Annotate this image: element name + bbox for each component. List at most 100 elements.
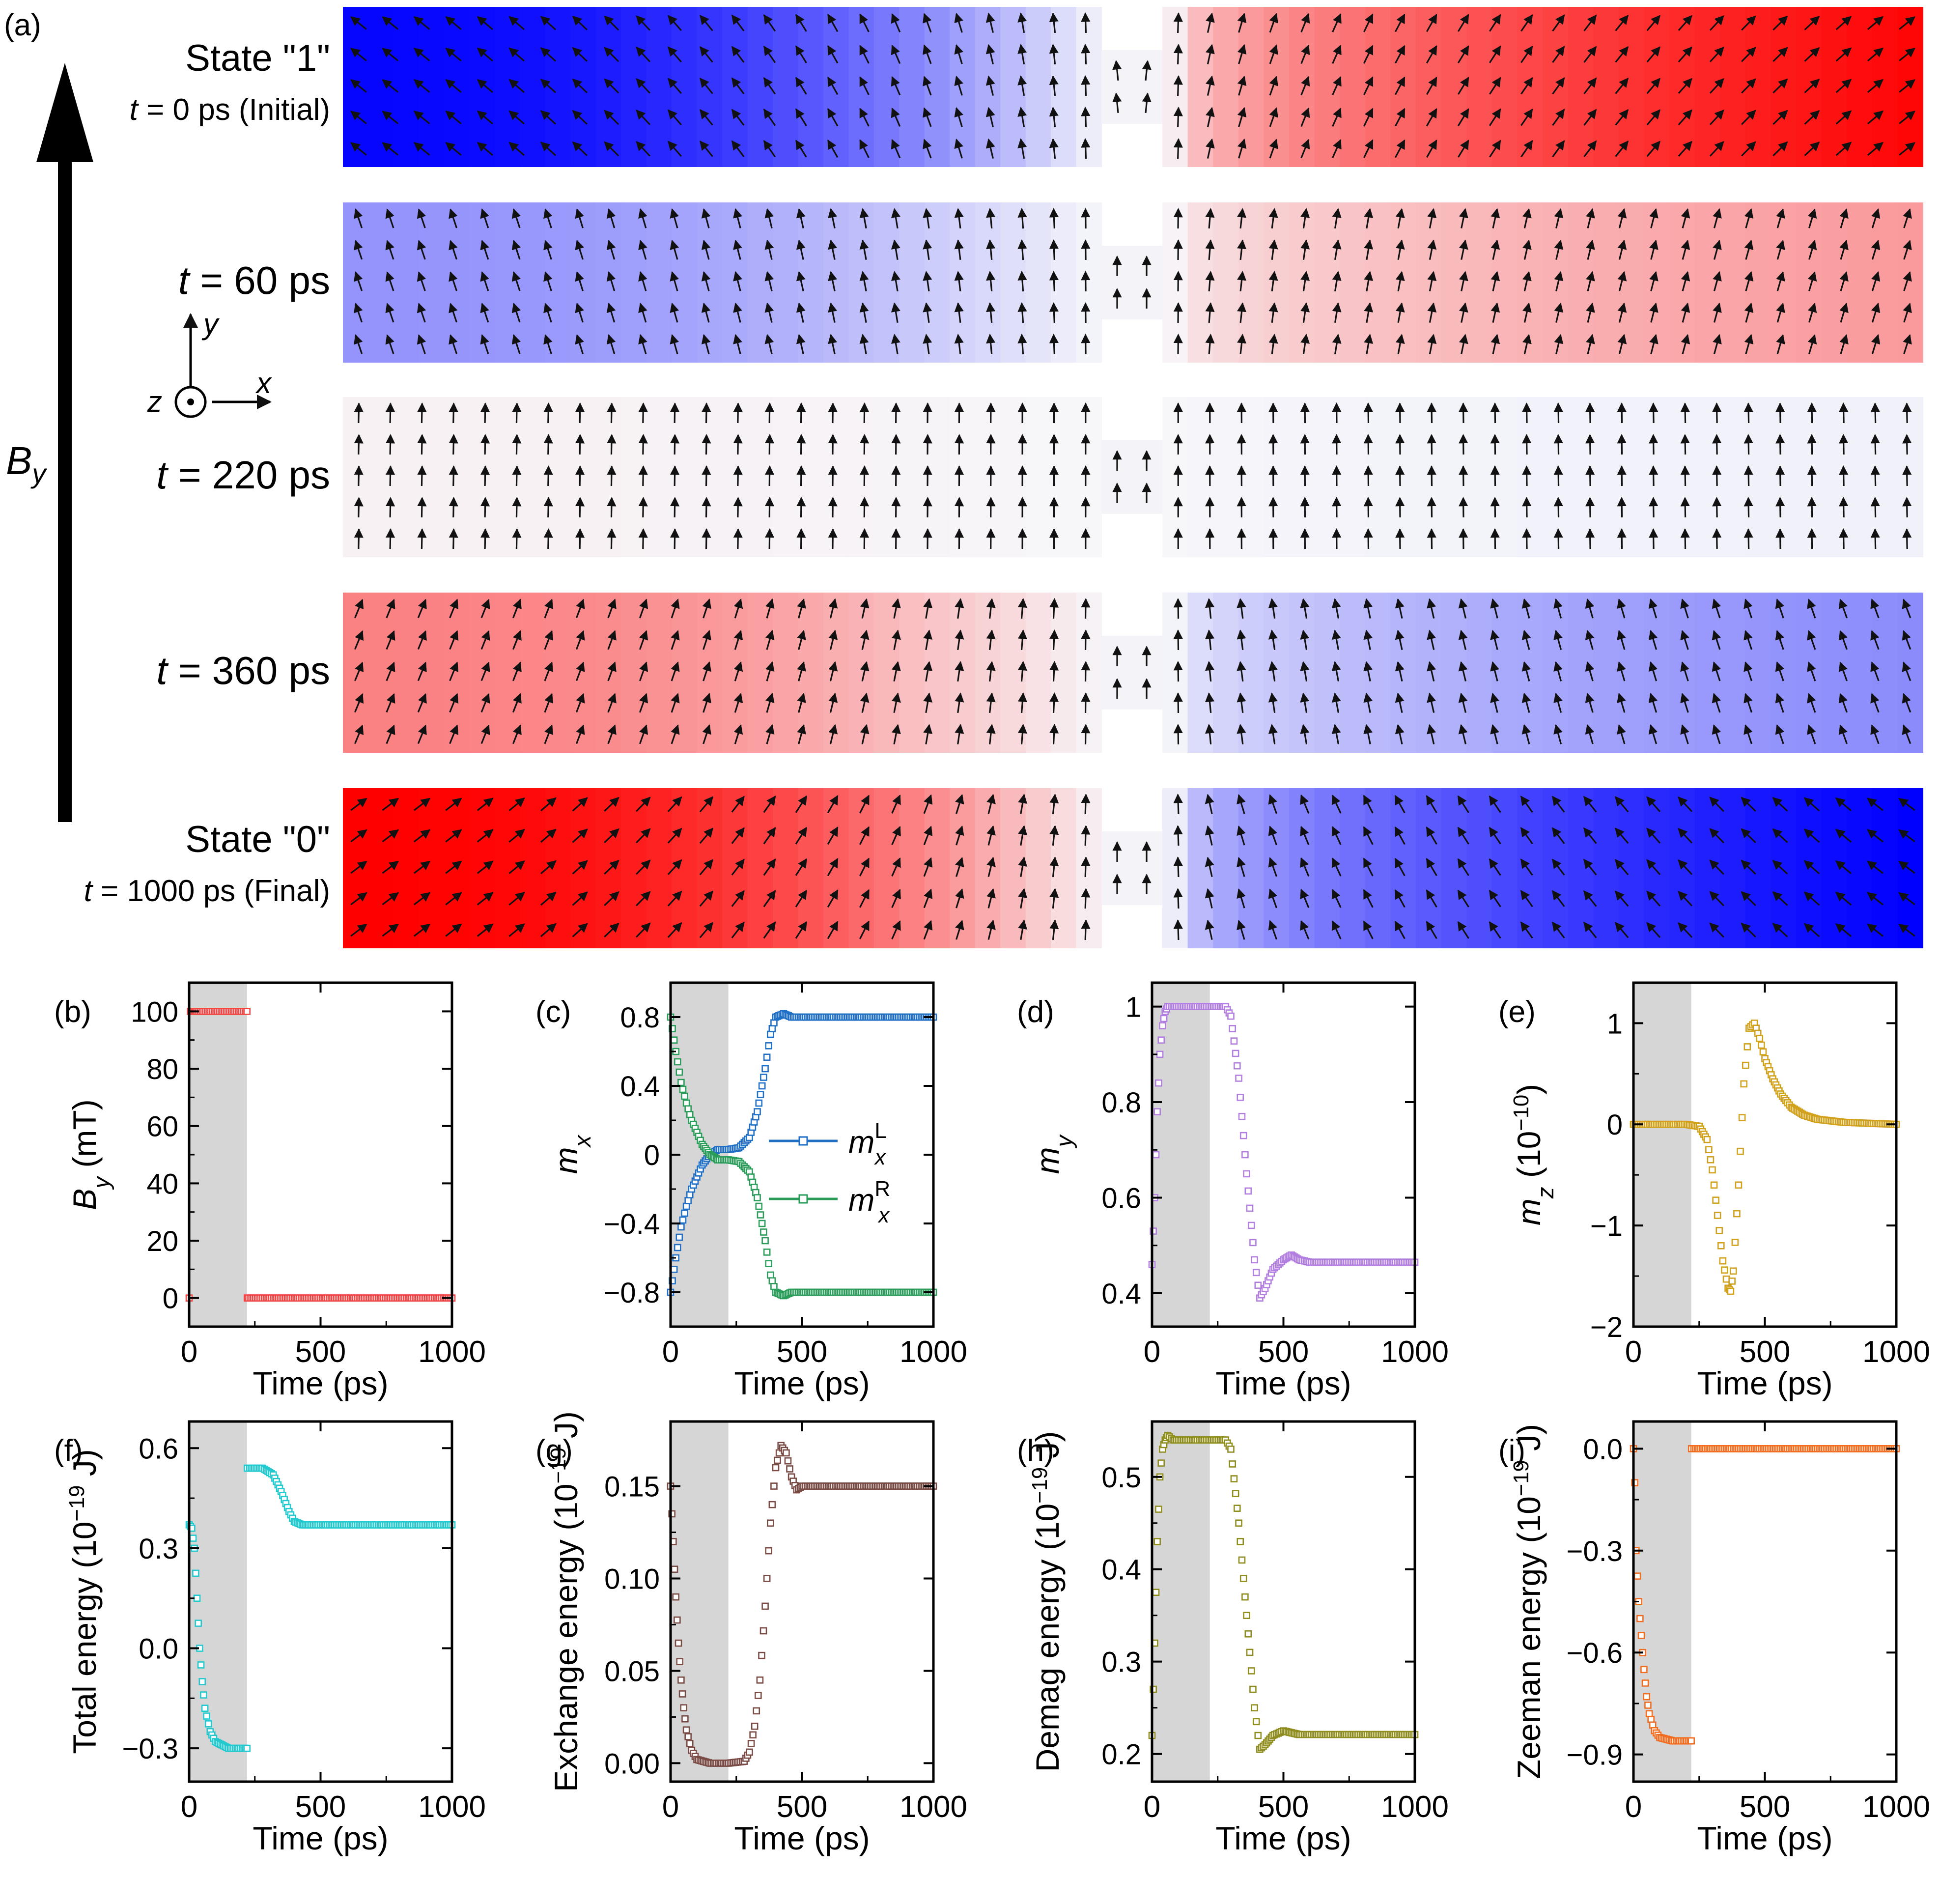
moment-arrow [445, 829, 462, 843]
moment-arrow [955, 692, 964, 713]
stripe-cell-right [1162, 202, 1188, 363]
moment-arrow [1776, 302, 1785, 323]
moment-arrow [1459, 208, 1468, 228]
moment-arrow [1395, 692, 1405, 713]
moment-arrow [511, 208, 521, 228]
moment-arrow [1520, 14, 1533, 32]
moment-arrow [413, 48, 430, 61]
data-point [1717, 1242, 1725, 1250]
stripe-cell-right [1517, 788, 1543, 948]
moment-arrow [606, 208, 616, 228]
moment-arrow [733, 334, 742, 354]
moment-arrow [701, 208, 711, 228]
moment-arrow [1552, 46, 1565, 63]
stripe-cell-left [672, 788, 698, 948]
stripe-cell-left [545, 788, 571, 948]
moment-arrow [638, 302, 647, 323]
moment-arrow [575, 724, 585, 744]
data-point [1238, 1112, 1246, 1120]
moment-arrow [1586, 334, 1595, 354]
data-point [761, 1602, 769, 1610]
moment-arrow [413, 79, 430, 93]
stripe-cell-right [1669, 788, 1695, 948]
panel-a: (a) By y x z State "1" t = 0 ps (Initial)… [4, 7, 1923, 948]
moment-arrow [508, 829, 525, 843]
stripe-cell-left [772, 7, 799, 167]
moment-arrow [1648, 693, 1658, 713]
data-point [770, 1482, 778, 1490]
moment-arrow [1363, 661, 1373, 682]
x-axis-label: Time (ps) [1697, 1820, 1832, 1856]
moment-arrow [540, 110, 557, 125]
moment-arrow [385, 528, 395, 549]
data-point [755, 1202, 763, 1210]
data-point [1637, 1632, 1645, 1639]
moment-arrow [1867, 79, 1884, 93]
moment-arrow [1268, 629, 1278, 651]
data-point [1234, 1062, 1241, 1070]
moment-arrow [543, 497, 553, 518]
moment-arrow [1017, 138, 1027, 159]
moment-arrow [1522, 402, 1532, 424]
moment-arrow [1709, 141, 1724, 157]
moment-arrow [1363, 692, 1373, 713]
moment-arrow [1364, 271, 1374, 291]
stripe-cell-left [823, 202, 849, 363]
data-point [757, 1211, 764, 1219]
stripe-cell-right [1720, 7, 1746, 167]
moment-arrow [385, 434, 395, 455]
moment-arrow [1744, 239, 1754, 260]
data-point [1647, 1715, 1655, 1723]
moment-arrow [1775, 693, 1784, 713]
moment-arrow [1522, 271, 1532, 291]
moment-arrow [1713, 334, 1722, 354]
moment-arrow [575, 630, 585, 650]
moment-arrow [512, 528, 522, 549]
moment-arrow [1173, 598, 1183, 619]
moment-arrow [1520, 77, 1533, 95]
moment-arrow [702, 693, 711, 713]
moment-arrow [1300, 76, 1310, 96]
moment-arrow [1712, 598, 1721, 619]
moment-arrow [1712, 630, 1721, 650]
moment-arrow [1903, 240, 1912, 260]
moment-arrow [1583, 14, 1597, 31]
x-axis-label: Time (ps) [253, 1820, 388, 1856]
moment-arrow [638, 208, 647, 228]
moment-arrow [1899, 111, 1915, 124]
moment-arrow [1049, 138, 1059, 159]
moment-arrow [445, 923, 462, 937]
data-point [1227, 1446, 1235, 1453]
moment-arrow [350, 829, 367, 843]
moment-arrow [1835, 16, 1852, 30]
moment-arrow [1615, 140, 1629, 157]
moment-arrow [923, 107, 932, 127]
moment-arrow [764, 528, 775, 549]
moment-arrow [1709, 78, 1724, 94]
x-axis-label: Time (ps) [1697, 1365, 1832, 1401]
moment-arrow [512, 661, 522, 682]
moment-arrow [607, 630, 617, 650]
moment-arrow [923, 44, 932, 64]
moment-arrow [1490, 629, 1499, 650]
chart-e: 0 500 1000 −2 −1 0 1 Time (ps) mz (10−10) (e) [1498, 981, 1930, 1401]
moment-arrow [668, 46, 682, 63]
data-point [1709, 1166, 1716, 1174]
moment-arrow [1300, 334, 1310, 355]
moment-arrow [382, 829, 399, 843]
moment-arrow [986, 692, 996, 713]
data-point [774, 1456, 781, 1464]
moment-arrow [1776, 239, 1785, 260]
moment-arrow [1489, 77, 1501, 95]
moment-arrow [1680, 693, 1689, 713]
moment-arrow [1772, 141, 1788, 157]
moment-arrow [572, 797, 588, 812]
moment-arrow [543, 303, 553, 323]
data-point [1152, 1151, 1160, 1159]
data-point [1710, 1181, 1718, 1189]
stripe-time: t = 1000 ps (Final) [84, 874, 330, 908]
moment-arrow [1268, 661, 1278, 682]
stripe-cell-left [393, 397, 420, 557]
data-point [751, 1722, 759, 1730]
moment-arrow [1268, 598, 1278, 619]
